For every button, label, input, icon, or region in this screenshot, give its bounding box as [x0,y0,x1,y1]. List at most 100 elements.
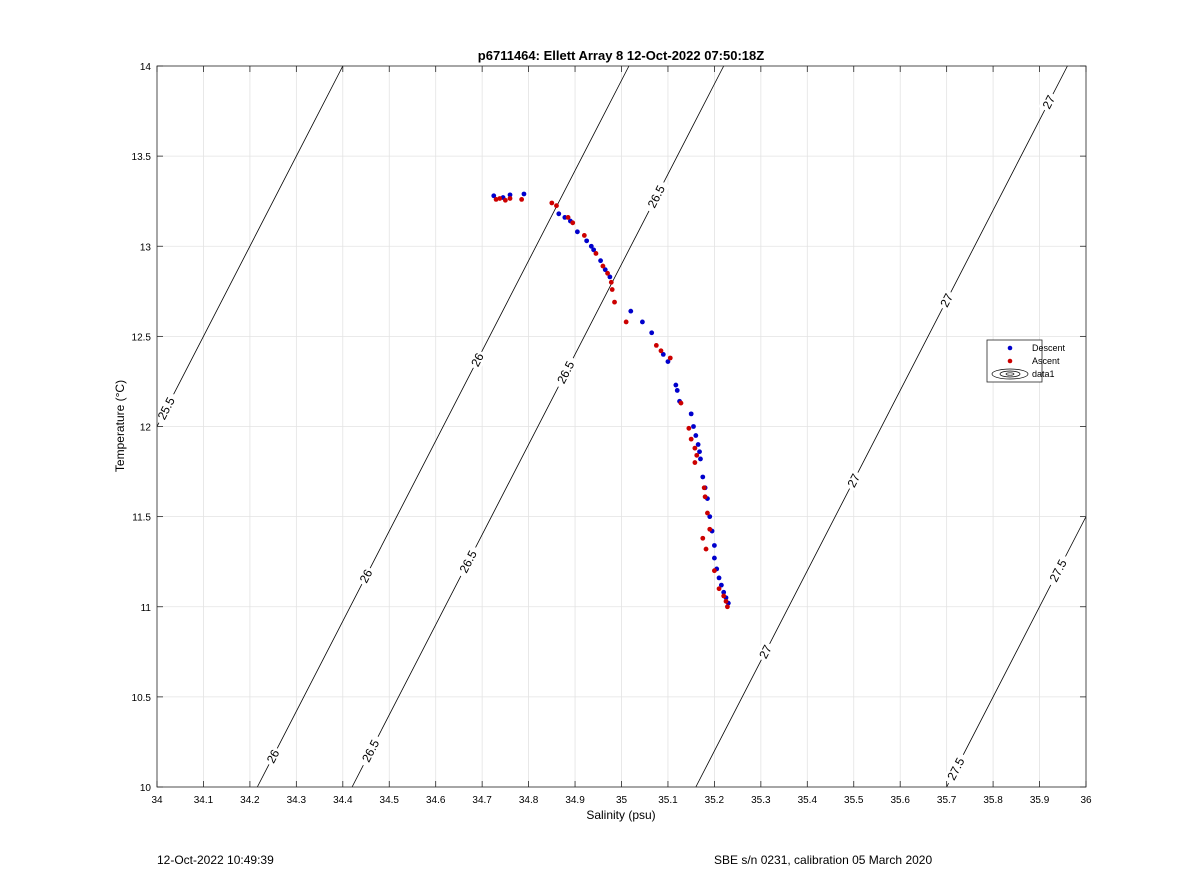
legend-ascent-marker [1007,358,1013,364]
x-tick-label: 35.3 [751,795,771,806]
legend-box [986,339,1043,383]
chart-title: p6711464: Ellett Array 8 12-Oct-2022 07:… [478,48,764,63]
descent-point [574,229,580,235]
x-tick-label: 34.7 [472,795,492,806]
axis-ticks: 34 34.1 34.2 34.3 34.4 34.5 34.6 34.7 34.8 34.9 35… [132,62,1092,806]
y-tick-label: 11 [141,603,152,614]
contour-label-bg [152,391,180,426]
contour-label-bg [552,354,580,390]
contour-label-bg [843,469,865,492]
contour-label-bg [755,640,776,664]
descent-point [598,258,603,264]
ascent-point [519,196,525,202]
contour-label-text: 27 [844,471,863,490]
contour-label-text: 27 [1040,93,1059,112]
ascent-point [565,215,571,220]
ascent-point [723,598,729,604]
ascent-point [605,270,610,276]
y-tick-label: 10 [140,783,152,794]
contour-label-bg [942,751,970,787]
legend-contour-icon [991,368,1029,380]
descent-point [588,243,594,249]
x-tick-label: 35.6 [890,795,910,806]
legend-data1-label: data1 [1032,369,1055,379]
descent-point [640,319,645,325]
contour-label-bg [357,733,385,769]
descent-point [674,388,680,393]
ascent-point [502,197,508,203]
legend-ascent-label: Ascent [1032,356,1060,366]
ascent-point [600,263,606,269]
x-tick-label: 36 [1080,795,1092,806]
x-tick-label: 35 [616,795,628,806]
ascent-point [688,436,694,442]
contour-label: 26.5 [357,733,385,769]
descent-point [688,411,694,417]
data-points [491,191,731,610]
x-tick-label: 34 [151,795,163,806]
y-tick-label: 14 [140,62,152,73]
footer-calibration: SBE s/n 0231, calibration 05 March 2020 [714,853,933,867]
contour-label-text: 27 [756,642,775,661]
descent-point [716,575,722,581]
ascent-point [716,586,722,592]
ascent-point [692,445,698,451]
ascent-point [497,196,503,201]
ascent-point [692,460,698,465]
ascent-point [507,196,513,201]
x-tick-label: 35.2 [705,795,725,806]
ascent-point [658,348,664,354]
descent-point [700,474,706,480]
y-tick-label: 12.5 [132,332,152,343]
footer-timestamp: 12-Oct-2022 10:49:39 [157,853,274,867]
descent-point [693,433,699,438]
contour-label-bg [262,745,284,768]
descent-point [695,442,701,447]
ts-diagram: p6711464: Ellett Array 8 12-Oct-2022 07:… [113,48,1092,822]
contour-label: 27 [1038,90,1060,114]
ascent-point [623,319,629,325]
x-tick-label: 34.8 [519,795,539,806]
contour-label-text: 26 [264,747,283,766]
ascent-point [493,196,499,202]
ascent-point [700,535,706,541]
contour-label-bg [1044,553,1072,589]
descent-point [691,424,696,429]
contour-label: 26 [262,745,284,768]
legend: Descent Ascent data1 [986,339,1066,383]
descent-point [665,359,671,365]
x-tick-label: 34.3 [287,795,307,806]
descent-point [507,192,513,198]
contour-label: 26.5 [454,544,482,580]
x-tick-label: 34.9 [565,795,585,806]
contour-label-bg [642,179,670,215]
descent-point [607,274,613,280]
x-tick-label: 34.5 [380,795,400,806]
x-tick-label: 35.5 [844,795,864,806]
ascent-point [667,355,673,361]
descent-point [628,308,634,314]
contour-label-text: 27 [937,291,956,310]
ascent-point [702,494,708,500]
descent-point [649,330,655,336]
x-tick-label: 35.4 [798,795,818,806]
x-tick-label: 35.8 [983,795,1003,806]
descent-point [584,238,590,244]
ascent-point [570,220,576,226]
x-tick-label: 34.6 [426,795,446,806]
contour-label-text: 26 [357,567,376,586]
descent-point [591,247,597,253]
contour-label-bg [936,289,957,312]
contour-label-bg [467,348,488,372]
descent-point [697,449,702,455]
contour-label-text: 26 [468,350,487,369]
ascent-point [549,200,555,206]
ascent-point [721,593,727,599]
ascent-point [593,251,599,256]
contour-label-bg [355,564,377,588]
ascent-point [712,568,717,574]
ascent-point [725,604,730,610]
contour-label: 26 [467,348,488,372]
ascent-point [703,546,709,552]
descent-point [660,352,666,357]
